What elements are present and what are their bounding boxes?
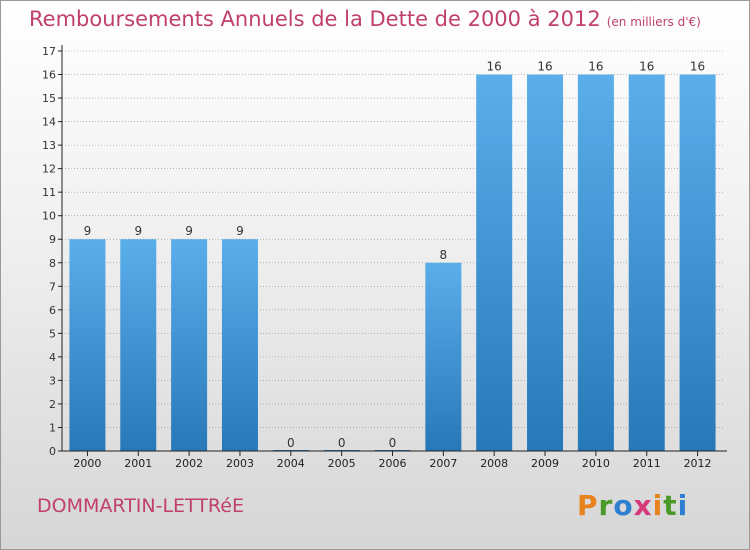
logo-letter: i [652, 489, 664, 522]
y-tick-label: 1 [49, 421, 56, 434]
x-tick-label: 2003 [226, 457, 254, 470]
grid [62, 50, 723, 428]
x-tick-label: 2010 [582, 457, 610, 470]
y-tick-label: 16 [42, 69, 56, 82]
y-tick-label: 17 [42, 45, 56, 58]
bar [679, 74, 716, 451]
x-tick-label: 2004 [277, 457, 305, 470]
chart-title-text: Remboursements Annuels de la Dette de 20… [29, 7, 601, 31]
bar [425, 262, 462, 451]
bar [221, 239, 258, 451]
bar [171, 239, 208, 451]
y-tick-label: 7 [49, 280, 56, 293]
y-tick-label: 5 [49, 327, 56, 340]
logo-letter: P [577, 489, 599, 522]
bar [120, 239, 157, 451]
labels: 0123456789101112131415161792000920019200… [42, 45, 712, 470]
y-tick-label: 13 [42, 139, 56, 152]
logo-letter: o [613, 489, 634, 522]
x-tick-label: 2005 [328, 457, 356, 470]
logo-letter: x [633, 489, 653, 522]
data-label: 0 [389, 436, 397, 450]
data-label: 9 [236, 224, 244, 238]
y-tick-label: 9 [49, 233, 56, 246]
data-label: 0 [287, 436, 295, 450]
data-label: 16 [487, 60, 502, 74]
x-tick-label: 2001 [124, 457, 152, 470]
x-tick-label: 2006 [379, 457, 407, 470]
bar [577, 74, 614, 451]
proxiti-logo: Proxiti [577, 489, 688, 522]
data-label: 0 [338, 436, 346, 450]
bar [69, 239, 106, 451]
x-tick-label: 2000 [73, 457, 101, 470]
y-tick-label: 3 [49, 374, 56, 387]
x-tick-label: 2011 [633, 457, 661, 470]
y-tick-label: 10 [42, 210, 56, 223]
data-label: 16 [639, 60, 654, 74]
x-tick-label: 2009 [531, 457, 559, 470]
data-label: 9 [84, 224, 92, 238]
data-label: 16 [537, 60, 552, 74]
logo-letter: r [598, 489, 614, 522]
chart-title: Remboursements Annuels de la Dette de 20… [29, 7, 701, 31]
y-tick-label: 12 [42, 163, 56, 176]
y-tick-label: 11 [42, 186, 56, 199]
data-label: 9 [134, 224, 142, 238]
y-tick-label: 8 [49, 257, 56, 270]
x-tick-label: 2008 [480, 457, 508, 470]
y-tick-label: 4 [49, 351, 56, 364]
data-label: 9 [185, 224, 193, 238]
data-label: 16 [588, 60, 603, 74]
data-label: 16 [690, 60, 705, 74]
y-tick-label: 0 [49, 445, 56, 458]
chart-subtitle: (en milliers d'€) [606, 15, 701, 29]
logo-letter: t [663, 489, 678, 522]
bars [69, 74, 716, 451]
y-tick-label: 14 [42, 116, 56, 129]
axes [58, 45, 727, 456]
x-tick-label: 2007 [429, 457, 457, 470]
x-tick-label: 2012 [684, 457, 712, 470]
commune-name: DOMMARTIN-LETTRéE [37, 495, 244, 517]
y-tick-label: 15 [42, 92, 56, 105]
data-label: 8 [440, 248, 448, 262]
x-tick-label: 2002 [175, 457, 203, 470]
y-tick-label: 2 [49, 398, 56, 411]
bar [476, 74, 513, 451]
bar [527, 74, 564, 451]
y-tick-label: 6 [49, 304, 56, 317]
logo-letter: i [677, 489, 689, 522]
bar [628, 74, 665, 451]
